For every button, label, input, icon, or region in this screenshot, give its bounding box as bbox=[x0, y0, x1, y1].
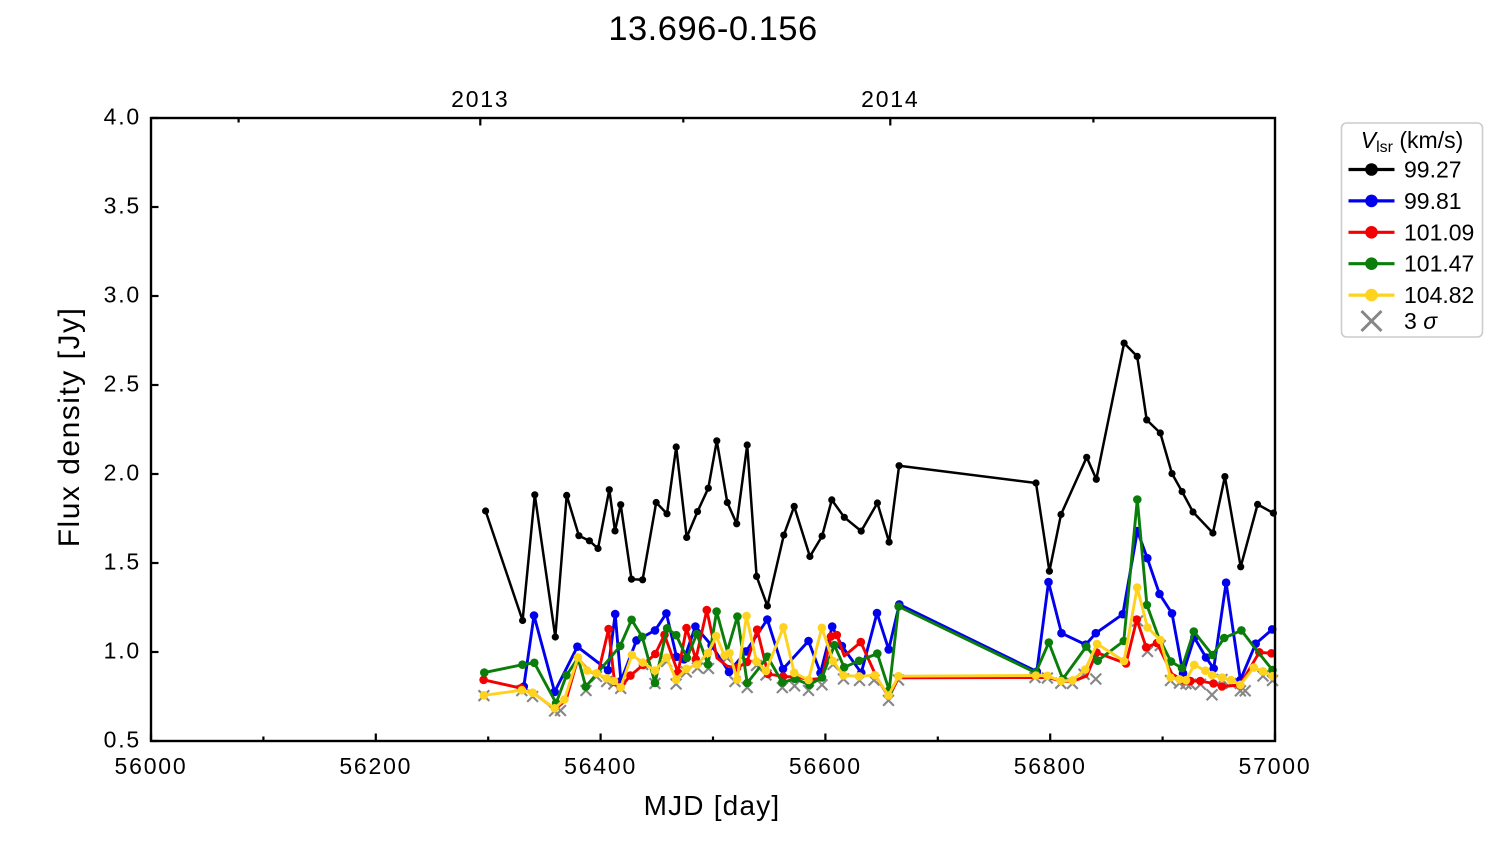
svg-text:101.47: 101.47 bbox=[1404, 251, 1474, 277]
svg-text:3.5: 3.5 bbox=[104, 193, 141, 219]
svg-text:2.5: 2.5 bbox=[104, 371, 141, 397]
svg-text:13.696-0.156: 13.696-0.156 bbox=[608, 10, 817, 48]
svg-text:2014: 2014 bbox=[861, 86, 919, 112]
svg-text:104.82: 104.82 bbox=[1404, 282, 1474, 308]
svg-text:Vlsr (km/s): Vlsr (km/s) bbox=[1361, 127, 1464, 156]
svg-text:4.0: 4.0 bbox=[104, 104, 141, 130]
svg-text:99.27: 99.27 bbox=[1404, 157, 1462, 183]
svg-text:1.0: 1.0 bbox=[104, 638, 141, 664]
svg-text:56000: 56000 bbox=[115, 753, 188, 779]
svg-text:57000: 57000 bbox=[1239, 753, 1312, 779]
svg-text:56600: 56600 bbox=[789, 753, 862, 779]
svg-text:MJD [day]: MJD [day] bbox=[644, 790, 781, 821]
svg-text:2.0: 2.0 bbox=[104, 460, 141, 486]
svg-text:1.5: 1.5 bbox=[104, 549, 141, 575]
svg-text:2013: 2013 bbox=[451, 86, 509, 112]
svg-text:56400: 56400 bbox=[564, 753, 637, 779]
svg-text:56200: 56200 bbox=[339, 753, 412, 779]
svg-text:3.0: 3.0 bbox=[104, 282, 141, 308]
svg-text:3 σ: 3 σ bbox=[1404, 308, 1438, 334]
svg-text:101.09: 101.09 bbox=[1404, 219, 1474, 245]
svg-text:99.81: 99.81 bbox=[1404, 188, 1462, 214]
svg-text:56800: 56800 bbox=[1014, 753, 1087, 779]
svg-text:Flux density [Jy]: Flux density [Jy] bbox=[53, 307, 86, 548]
svg-text:0.5: 0.5 bbox=[104, 727, 141, 753]
